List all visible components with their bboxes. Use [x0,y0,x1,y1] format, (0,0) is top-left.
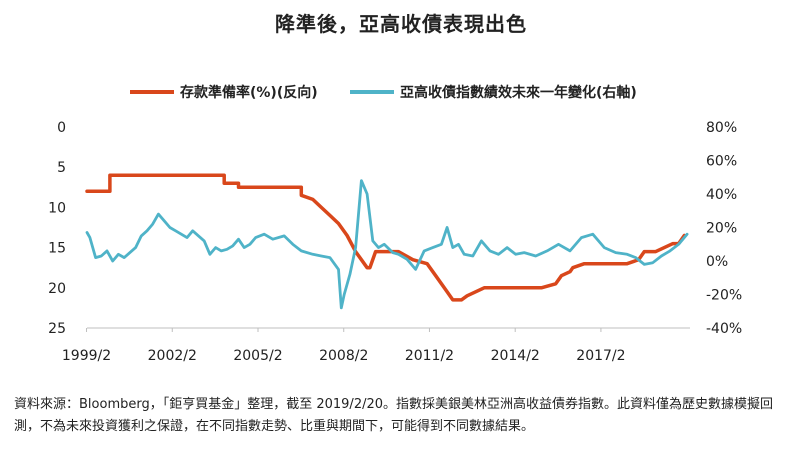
left-axis-tick-label: 20 [48,281,66,297]
x-axis-tick-label: 2002/2 [148,348,197,364]
x-axis-tick-label: 1999/2 [62,348,111,364]
chart-legend: 存款準備率(%)(反向) 亞高收債指數績效未來一年變化(右軸) [0,82,802,106]
right-axis-tick-label: 80% [706,120,737,136]
left-axis-tick-label: 25 [48,321,66,337]
left-axis-tick-label: 5 [57,160,66,176]
left-axis-tick-label: 15 [48,241,66,257]
x-axis-tick-label: 2005/2 [233,348,282,364]
legend-item-reserve-ratio: 存款準備率(%)(反向) [130,82,318,102]
source-note: 資料來源：Bloomberg，「鉅亨買基金」整理，截至 2019/2/20。指數… [14,397,774,434]
left-axis-tick-label: 0 [57,120,66,136]
right-axis-tick-label: 20% [706,221,737,237]
right-axis-tick-label: 60% [706,154,737,170]
right-axis-tick-label: -20% [706,288,742,304]
right-axis-tick-label: 40% [706,187,737,203]
right-axis-tick-label: 0% [706,254,728,270]
chart-title: 降準後，亞高收債表現出色 [275,12,527,36]
legend-item-asia-hy-index: 亞高收債指數績效未來一年變化(右軸) [350,82,637,102]
legend-swatch-reserve-ratio [130,90,174,94]
x-axis-tick-label: 2008/2 [319,348,368,364]
right-axis-tick-label: -40% [706,321,742,337]
series-line-asia-hy-index [85,179,689,310]
legend-label-reserve-ratio: 存款準備率(%)(反向) [180,85,318,101]
left-axis-tick-label: 10 [48,200,66,216]
series-line-reserve-ratio [85,173,687,302]
legend-swatch-asia-hy-index [350,90,394,94]
legend-label-asia-hy-index: 亞高收債指數績效未來一年變化(右軸) [400,85,637,101]
x-axis-tick-label: 2017/2 [576,348,625,364]
x-axis-tick-label: 2014/2 [491,348,540,364]
x-axis-tick-label: 2011/2 [405,348,454,364]
